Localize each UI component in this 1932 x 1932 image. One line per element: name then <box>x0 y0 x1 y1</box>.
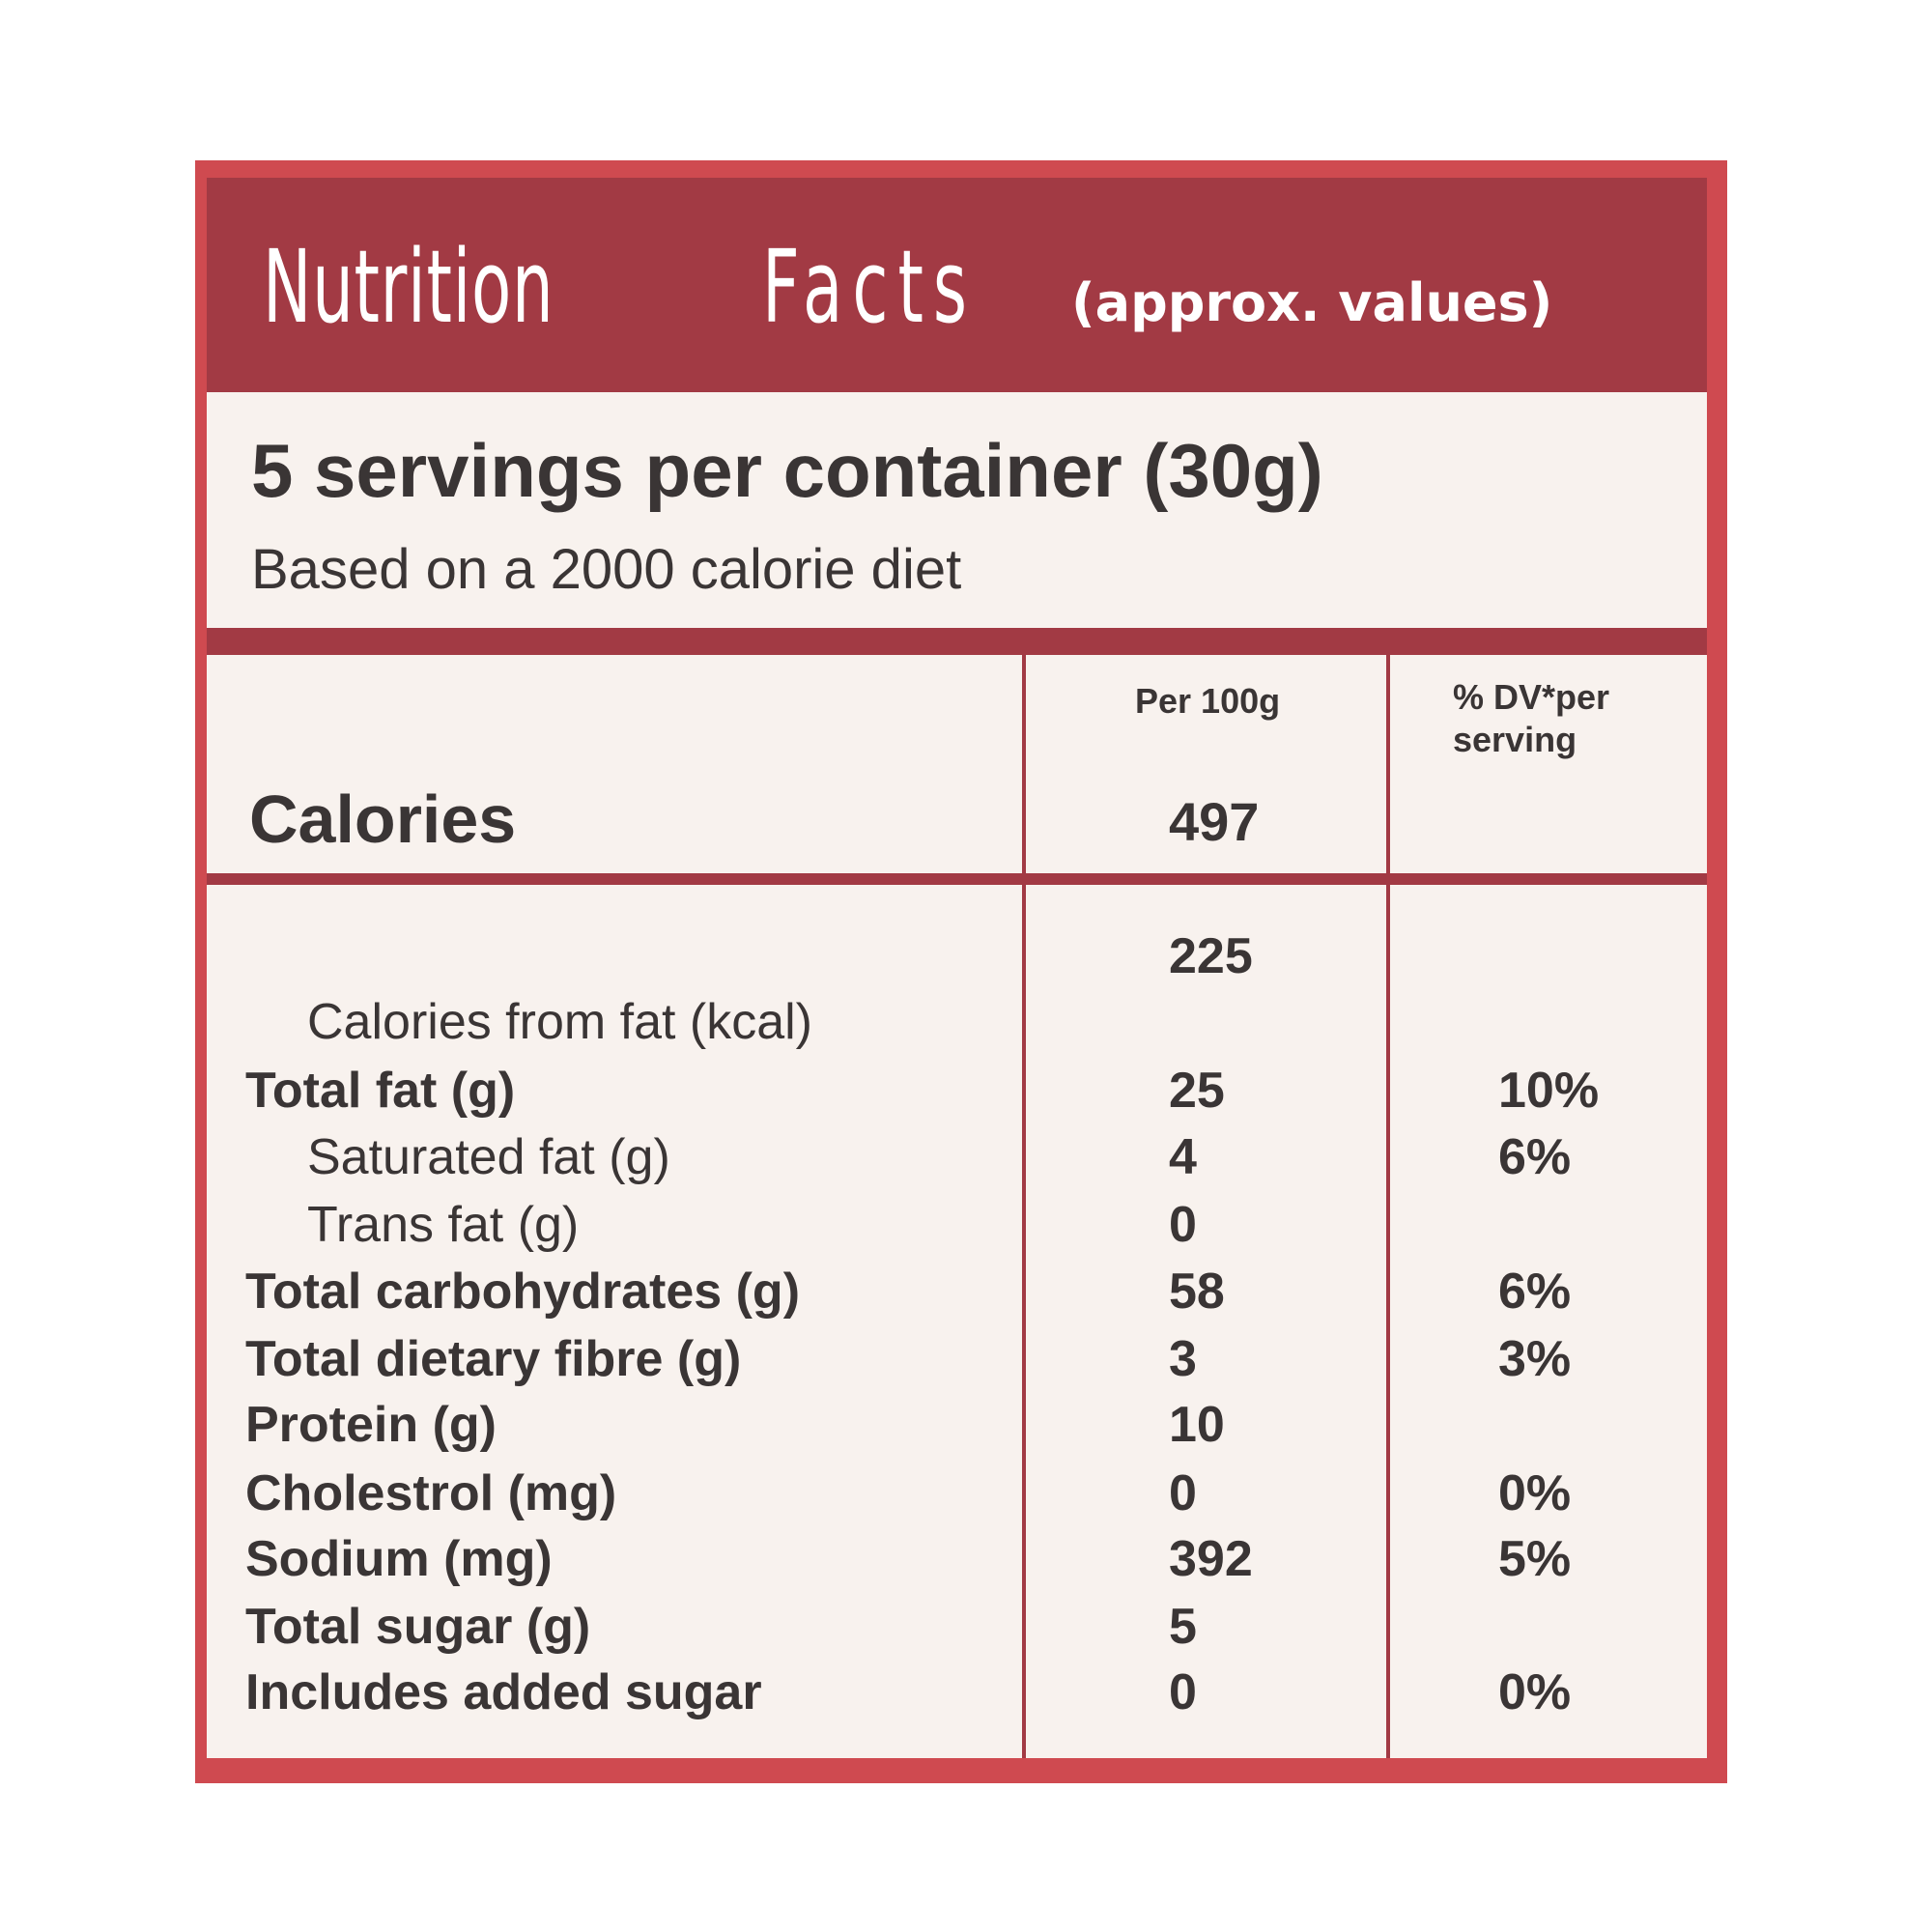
title-bar: Nutrition Facts (approx. values) <box>207 178 1707 390</box>
nutrient-label: Saturated fat (g) <box>307 1129 670 1185</box>
nutrient-value: 3 <box>1169 1331 1197 1387</box>
title-nutrition: Nutrition <box>263 228 554 346</box>
nutrient-dv: 6% <box>1498 1129 1572 1185</box>
nutrient-value: 58 <box>1169 1264 1225 1320</box>
nutrient-dv: 0% <box>1498 1664 1572 1720</box>
nutrient-dv: 6% <box>1498 1264 1572 1320</box>
nutrient-dv: 3% <box>1498 1331 1572 1387</box>
nutrient-label-column: Calories from fat (kcal) Total fat (g) S… <box>207 885 1022 1758</box>
servings-box: 5 servings per container (30g) Based on … <box>207 392 1707 628</box>
calories-value: 497 <box>1169 791 1260 852</box>
nutrient-label: Total dietary fibre (g) <box>245 1331 742 1387</box>
nutrient-dv: 0% <box>1498 1465 1572 1521</box>
dv-column: 10% 6% 6% 3% 0% 5% 0% <box>1390 885 1707 1758</box>
nutrient-label: Sodium (mg) <box>245 1531 553 1587</box>
calorie-basis: Based on a 2000 calorie diet <box>251 538 962 601</box>
nutrient-label: Calories from fat (kcal) <box>307 994 812 1050</box>
title-note: (approx. values) <box>1071 272 1553 333</box>
dv-header-line1: % DV*per <box>1453 677 1610 717</box>
calories-label-cell: Calories <box>207 655 1022 873</box>
nutrient-value: 25 <box>1169 1063 1225 1119</box>
nutrient-value: 4 <box>1169 1129 1197 1185</box>
nutrient-value: 5 <box>1169 1599 1197 1655</box>
nutrient-label: Trans fat (g) <box>307 1197 580 1253</box>
nutrient-label: Total sugar (g) <box>245 1599 591 1655</box>
per100-header-cell: Per 100g 497 <box>1026 655 1386 873</box>
nutrient-value: 10 <box>1169 1397 1225 1453</box>
nutrient-value: 225 <box>1169 928 1253 984</box>
nutrient-label: Protein (g) <box>245 1397 497 1453</box>
calories-label: Calories <box>249 781 517 857</box>
per100-column: 225 25 4 0 58 3 10 0 392 5 0 <box>1026 885 1386 1758</box>
per100-header: Per 100g <box>1135 681 1281 721</box>
nutrition-label: Nutrition Facts (approx. values) 5 servi… <box>195 160 1727 1783</box>
nutrient-value: 392 <box>1169 1531 1253 1587</box>
nutrient-value: 0 <box>1169 1197 1197 1253</box>
nutrition-label-frame: Nutrition Facts (approx. values) 5 servi… <box>207 178 1707 1758</box>
dv-header-cell: % DV*per serving <box>1390 655 1707 873</box>
nutrient-value: 0 <box>1169 1664 1197 1720</box>
dv-header-line2: serving <box>1453 720 1577 759</box>
title-facts: Facts <box>762 228 978 346</box>
nutrient-label: Total carbohydrates (g) <box>245 1264 801 1320</box>
nutrient-label: Total fat (g) <box>245 1063 516 1119</box>
nutrient-dv: 10% <box>1498 1063 1600 1119</box>
nutrient-label: Includes added sugar <box>245 1664 762 1720</box>
nutrient-value: 0 <box>1169 1465 1197 1521</box>
nutrient-dv: 5% <box>1498 1531 1572 1587</box>
nutrient-label: Cholestrol (mg) <box>245 1465 617 1521</box>
servings-per-container: 5 servings per container (30g) <box>251 428 1323 513</box>
